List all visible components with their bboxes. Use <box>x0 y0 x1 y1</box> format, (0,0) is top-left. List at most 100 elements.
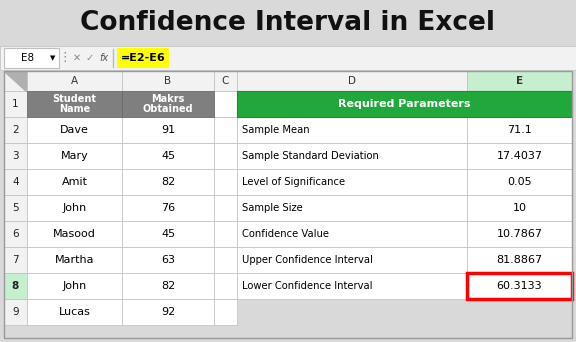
Bar <box>122 169 214 195</box>
Text: fx: fx <box>100 53 108 63</box>
Bar <box>27 247 122 273</box>
Text: B: B <box>164 76 172 86</box>
Bar <box>4 247 27 273</box>
Text: Sample Standard Deviation: Sample Standard Deviation <box>242 151 379 161</box>
Bar <box>4 71 27 91</box>
Text: 1: 1 <box>12 99 19 109</box>
Bar <box>467 247 572 273</box>
Text: 76: 76 <box>161 203 175 213</box>
Bar <box>214 143 237 169</box>
Text: Masood: Masood <box>53 229 96 239</box>
Text: 17.4037: 17.4037 <box>497 151 543 161</box>
Polygon shape <box>5 72 26 91</box>
Bar <box>27 273 122 299</box>
Text: 71.1: 71.1 <box>507 125 532 135</box>
Bar <box>4 221 27 247</box>
Text: John: John <box>62 203 86 213</box>
Text: E: E <box>516 76 523 86</box>
Text: D: D <box>348 76 356 86</box>
Bar <box>237 247 467 273</box>
Bar <box>27 195 122 221</box>
Bar <box>237 143 467 169</box>
Bar <box>122 273 214 299</box>
Text: E8: E8 <box>21 53 33 63</box>
Text: Sample Mean: Sample Mean <box>242 125 310 135</box>
Text: 63: 63 <box>161 255 175 265</box>
Bar <box>27 117 122 143</box>
Text: Sample Size: Sample Size <box>242 203 303 213</box>
Bar <box>214 247 237 273</box>
Text: 45: 45 <box>161 229 175 239</box>
Text: Student
Name: Student Name <box>52 94 97 115</box>
Bar <box>467 117 572 143</box>
Bar <box>214 195 237 221</box>
Text: John: John <box>62 281 86 291</box>
Bar <box>117 48 169 68</box>
Text: 7: 7 <box>12 255 19 265</box>
Bar <box>27 221 122 247</box>
Bar <box>237 221 467 247</box>
Text: Lower Confidence Interval: Lower Confidence Interval <box>242 281 373 291</box>
Text: =E2-E6: =E2-E6 <box>120 53 165 63</box>
Bar <box>0 46 576 70</box>
Bar <box>467 195 572 221</box>
Bar <box>467 143 572 169</box>
Bar <box>122 195 214 221</box>
Bar <box>4 195 27 221</box>
Bar <box>467 273 572 299</box>
Text: 82: 82 <box>161 177 175 187</box>
Bar <box>237 169 467 195</box>
Bar <box>122 117 214 143</box>
Bar <box>122 221 214 247</box>
Text: 3: 3 <box>12 151 19 161</box>
Bar <box>4 48 59 68</box>
Bar <box>4 143 27 169</box>
Text: 4: 4 <box>12 177 19 187</box>
Bar <box>4 117 27 143</box>
Bar <box>214 71 237 91</box>
Text: Dave: Dave <box>60 125 89 135</box>
Text: Mary: Mary <box>60 151 88 161</box>
Bar <box>237 195 467 221</box>
Text: Confidence Interval in Excel: Confidence Interval in Excel <box>81 10 495 36</box>
Bar <box>237 71 467 91</box>
Text: Amit: Amit <box>62 177 88 187</box>
Bar <box>467 221 572 247</box>
Bar <box>467 169 572 195</box>
Bar <box>4 91 27 117</box>
Bar <box>4 169 27 195</box>
Text: Level of Significance: Level of Significance <box>242 177 345 187</box>
Bar <box>4 299 27 325</box>
Text: 60.3133: 60.3133 <box>497 281 543 291</box>
Text: 9: 9 <box>12 307 19 317</box>
Bar <box>27 143 122 169</box>
Bar <box>214 117 237 143</box>
Bar <box>0 0 576 46</box>
Text: Makrs
Obtained: Makrs Obtained <box>143 94 194 115</box>
Text: ⋮: ⋮ <box>59 52 71 65</box>
Text: 91: 91 <box>161 125 175 135</box>
Text: 5: 5 <box>12 203 19 213</box>
Bar <box>214 221 237 247</box>
Text: 8: 8 <box>12 281 19 291</box>
Text: 82: 82 <box>161 281 175 291</box>
Bar <box>214 299 237 325</box>
Bar <box>27 71 122 91</box>
Text: Lucas: Lucas <box>59 307 90 317</box>
Bar <box>122 91 214 117</box>
Bar <box>4 71 572 338</box>
Bar <box>122 91 214 117</box>
Bar <box>27 91 122 117</box>
Text: 0.05: 0.05 <box>507 177 532 187</box>
Text: Upper Confidence Interval: Upper Confidence Interval <box>242 255 373 265</box>
Text: Confidence Value: Confidence Value <box>242 229 329 239</box>
Text: Required Parameters: Required Parameters <box>338 99 471 109</box>
Text: 10.7867: 10.7867 <box>497 229 543 239</box>
Bar <box>214 169 237 195</box>
Bar <box>122 143 214 169</box>
Text: 2: 2 <box>12 125 19 135</box>
Text: Martha: Martha <box>55 255 94 265</box>
Bar <box>237 273 467 299</box>
Text: 10: 10 <box>513 203 526 213</box>
Text: 6: 6 <box>12 229 19 239</box>
